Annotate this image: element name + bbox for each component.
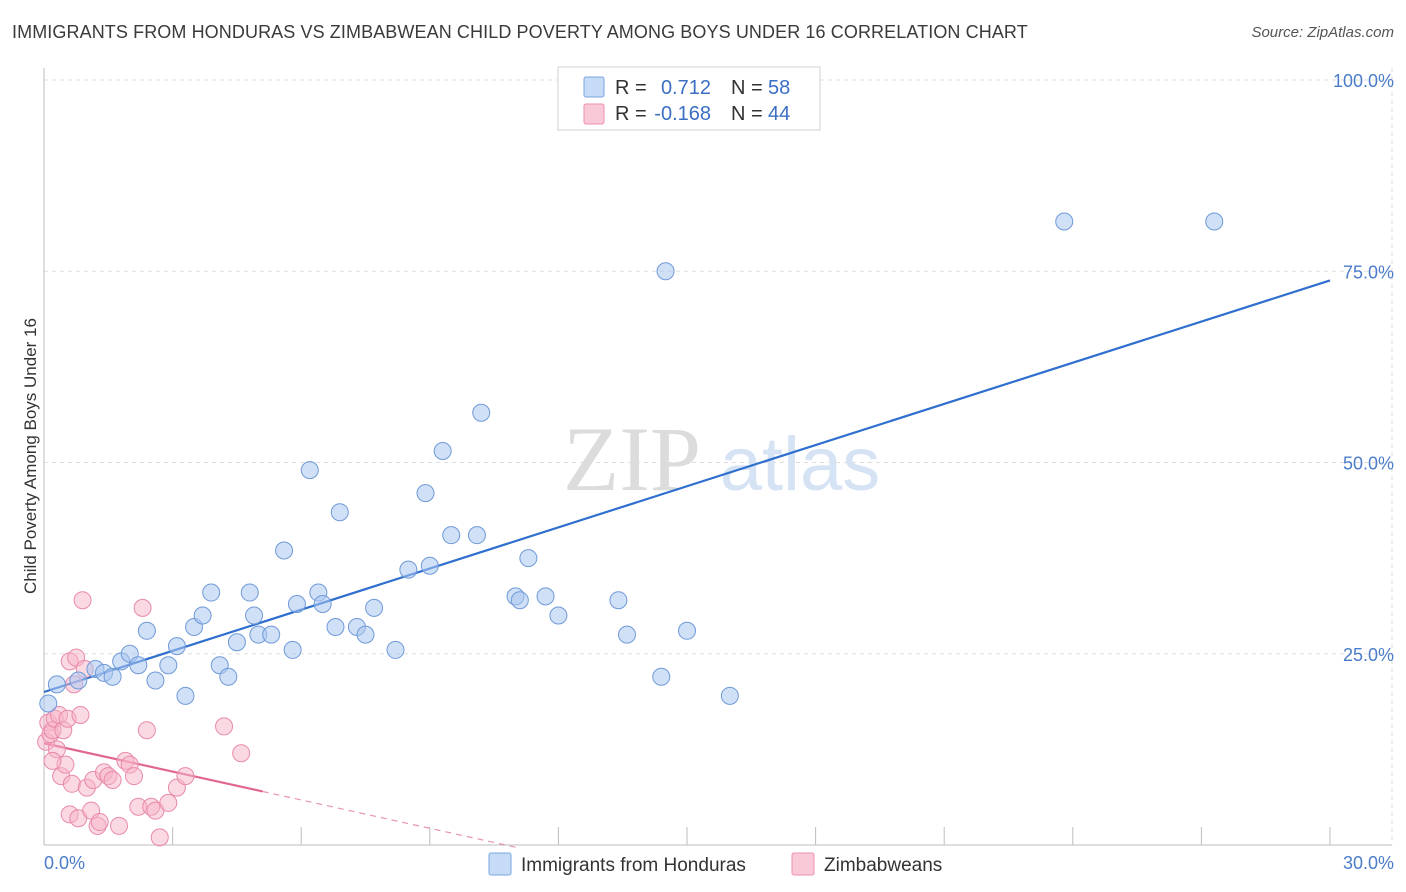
legend-swatch-zimbabweans bbox=[583, 103, 605, 125]
data-point-honduras bbox=[193, 606, 212, 625]
data-point-honduras bbox=[103, 667, 122, 686]
data-point-honduras bbox=[416, 484, 435, 503]
data-point-honduras bbox=[287, 595, 306, 614]
legend-n-value-2: 44 bbox=[768, 103, 790, 125]
y-axis-label: Child Poverty Among Boys Under 16 bbox=[21, 318, 40, 594]
bottom-legend-swatch-zimbabweans bbox=[791, 852, 815, 876]
y-tick-label: 25.0% bbox=[1343, 645, 1394, 665]
data-point-honduras bbox=[146, 671, 165, 690]
legend-r-label-2: R = bbox=[615, 103, 647, 125]
data-point-honduras bbox=[656, 262, 675, 281]
watermark-zip: ZIP bbox=[563, 408, 701, 510]
legend-r-value-1: 0.712 bbox=[661, 77, 711, 99]
data-point-zimbabweans bbox=[71, 705, 90, 724]
data-point-zimbabweans bbox=[73, 591, 92, 610]
data-point-honduras bbox=[549, 606, 568, 625]
legend-r-label-1: R = bbox=[615, 77, 647, 99]
trend-line-zimbabweans-extension bbox=[262, 790, 516, 848]
data-point-zimbabweans bbox=[110, 816, 129, 835]
data-point-zimbabweans bbox=[137, 721, 156, 740]
legend-n-label-1: N = bbox=[731, 77, 763, 99]
series-legend: Immigrants from Honduras Zimbabweans bbox=[488, 852, 942, 876]
bottom-legend-label-honduras: Immigrants from Honduras bbox=[521, 855, 746, 876]
data-point-zimbabweans bbox=[215, 717, 234, 736]
legend-swatch-honduras bbox=[583, 76, 605, 98]
data-point-honduras bbox=[652, 667, 671, 686]
trend-line-zimbabweans bbox=[43, 742, 263, 793]
data-point-honduras bbox=[330, 503, 349, 522]
bottom-legend-label-zimbabweans: Zimbabweans bbox=[824, 855, 942, 876]
legend-n-label-2: N = bbox=[731, 103, 763, 125]
data-point-zimbabweans bbox=[103, 770, 122, 789]
legend-r-value-2: -0.168 bbox=[654, 103, 711, 125]
data-point-honduras bbox=[245, 606, 264, 625]
data-point-zimbabweans bbox=[125, 767, 144, 786]
data-point-honduras bbox=[1055, 212, 1074, 231]
data-point-honduras bbox=[678, 621, 696, 640]
correlation-legend: R = 0.712 N = 58 R = -0.168 N = 44 bbox=[557, 66, 821, 131]
y-tick-label: 50.0% bbox=[1343, 454, 1394, 474]
data-point-honduras bbox=[300, 461, 319, 480]
data-point-honduras bbox=[609, 591, 628, 610]
data-point-honduras bbox=[536, 587, 555, 606]
data-point-zimbabweans bbox=[90, 813, 109, 832]
series-honduras-points bbox=[39, 212, 1224, 713]
data-point-honduras bbox=[720, 686, 739, 705]
series-zimbabweans-points bbox=[37, 591, 251, 847]
x-tick-label-min: 0.0% bbox=[44, 853, 85, 873]
data-point-zimbabweans bbox=[133, 598, 152, 617]
gridlines bbox=[44, 68, 1393, 845]
data-point-honduras bbox=[1205, 212, 1224, 231]
legend-n-value-1: 58 bbox=[768, 77, 790, 99]
y-tick-label: 100.0% bbox=[1333, 71, 1394, 91]
data-point-honduras bbox=[519, 549, 538, 568]
chart-title: IMMIGRANTS FROM HONDURAS VS ZIMBABWEAN C… bbox=[12, 22, 1028, 42]
data-point-honduras bbox=[202, 583, 221, 602]
x-tick-label-max: 30.0% bbox=[1343, 853, 1394, 873]
data-point-zimbabweans bbox=[159, 793, 178, 812]
data-point-honduras bbox=[262, 625, 281, 644]
watermark-atlas: atlas bbox=[720, 422, 881, 507]
data-point-honduras bbox=[176, 686, 195, 705]
data-point-honduras bbox=[227, 633, 246, 652]
data-point-honduras bbox=[283, 640, 302, 659]
tick-labels: 25.0% 50.0% 75.0% 100.0% 0.0% 30.0% bbox=[44, 71, 1394, 873]
data-point-honduras bbox=[129, 656, 148, 675]
data-point-honduras bbox=[617, 625, 636, 644]
data-point-zimbabweans bbox=[62, 774, 81, 793]
data-point-honduras bbox=[137, 621, 156, 640]
data-point-honduras bbox=[386, 640, 405, 659]
data-point-honduras bbox=[219, 667, 238, 686]
trend-lines bbox=[43, 279, 1331, 848]
data-point-honduras bbox=[240, 583, 259, 602]
watermark: ZIP atlas bbox=[563, 408, 880, 510]
source-label: Source: ZipAtlas.com bbox=[1251, 24, 1394, 41]
data-point-zimbabweans bbox=[176, 767, 195, 786]
data-point-honduras bbox=[510, 591, 529, 610]
data-point-honduras bbox=[420, 556, 439, 575]
data-point-honduras bbox=[433, 442, 452, 461]
data-point-honduras bbox=[326, 617, 345, 636]
data-point-honduras bbox=[47, 675, 66, 694]
data-point-honduras bbox=[472, 403, 491, 422]
data-point-zimbabweans bbox=[232, 744, 251, 763]
data-point-honduras bbox=[275, 541, 294, 560]
data-point-honduras bbox=[39, 694, 58, 713]
bottom-legend-swatch-honduras bbox=[488, 852, 512, 876]
data-point-honduras bbox=[356, 625, 375, 644]
data-point-honduras bbox=[467, 526, 486, 545]
data-point-honduras bbox=[442, 526, 461, 545]
data-point-honduras bbox=[399, 560, 418, 579]
data-point-honduras bbox=[313, 595, 332, 614]
data-point-honduras bbox=[167, 637, 186, 656]
data-point-zimbabweans bbox=[43, 751, 62, 770]
y-tick-label: 75.0% bbox=[1343, 262, 1394, 282]
data-point-honduras bbox=[69, 671, 88, 690]
data-point-honduras bbox=[365, 598, 384, 617]
data-point-honduras bbox=[159, 656, 178, 675]
data-point-zimbabweans bbox=[150, 828, 169, 847]
axes bbox=[43, 68, 1392, 846]
